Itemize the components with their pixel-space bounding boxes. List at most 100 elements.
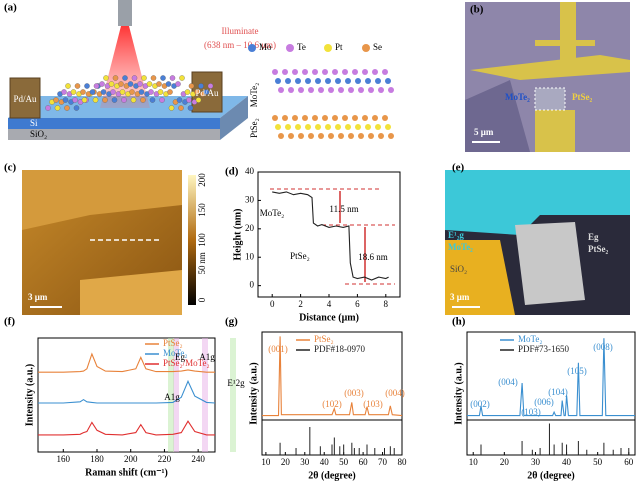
annotation: A1g (199, 352, 215, 362)
legend-swatch (324, 44, 332, 52)
map-region (445, 240, 515, 315)
atom (342, 115, 348, 121)
annotation: 11.5 nm (329, 204, 358, 214)
atom (385, 124, 391, 130)
x-tick-label: 40 (320, 457, 330, 467)
afm-region (80, 270, 182, 315)
atom (358, 87, 364, 93)
atom (348, 87, 354, 93)
electrode (535, 40, 595, 46)
atom (178, 105, 184, 111)
series-line (38, 352, 215, 373)
atom (312, 69, 318, 75)
atom (355, 124, 361, 130)
atom (375, 124, 381, 130)
plot-frame (466, 331, 636, 456)
atom (207, 83, 214, 89)
afm-region (22, 170, 182, 230)
legend-swatch (248, 44, 256, 52)
annotation: (103) (363, 399, 383, 409)
atom (81, 97, 88, 103)
atom (203, 89, 210, 95)
atom (338, 87, 344, 93)
x-tick-label: 60 (359, 457, 369, 467)
series-line (272, 191, 389, 281)
atom (159, 97, 165, 103)
atom (272, 69, 278, 75)
colorbar-tick: 0 (197, 297, 207, 302)
atom (358, 133, 364, 139)
pad (9, 77, 41, 119)
atom (198, 83, 204, 89)
x-tick-label: 2 (298, 299, 303, 309)
annotation: MoTe₂ (260, 208, 285, 218)
atom (156, 81, 162, 87)
x-tick-label: 80 (398, 457, 408, 467)
atom (111, 97, 118, 103)
annotation: (004) (385, 388, 405, 398)
atom (102, 97, 108, 103)
highlight-band (202, 338, 208, 452)
highlight-band (230, 338, 236, 452)
atom (342, 69, 348, 75)
legend-label: PtSe₂/MoTe₂ (163, 358, 210, 368)
image-label: PtSe₂ (588, 244, 608, 254)
atom (345, 124, 351, 130)
atom (308, 133, 314, 139)
y-tick-label: 0 (250, 280, 255, 290)
x-tick-label: 20 (281, 457, 291, 467)
atom (332, 115, 338, 121)
x-tick-label: 30 (531, 457, 541, 467)
colorbar-unit: nm (197, 252, 207, 264)
panel-label: (f) (4, 316, 15, 328)
atom (338, 133, 344, 139)
atom (169, 75, 176, 81)
atom (285, 124, 291, 130)
atom (365, 124, 371, 130)
atom (179, 75, 185, 81)
legend-swatch (286, 44, 294, 52)
atom (157, 89, 164, 95)
atom (365, 78, 371, 84)
x-tick-label: 50 (593, 457, 603, 467)
map-region (445, 170, 630, 235)
atom (176, 97, 183, 103)
x-tick-label: 180 (90, 454, 104, 464)
atom (118, 81, 124, 87)
atom (99, 81, 105, 87)
atom (73, 105, 80, 111)
atom (368, 133, 374, 139)
atom (61, 89, 67, 95)
atom (130, 97, 137, 103)
legend-label: PtSe₂ (314, 334, 334, 344)
plot-frame (37, 337, 216, 453)
atom (348, 133, 354, 139)
x-tick-label: 40 (562, 457, 572, 467)
substrate-side (220, 96, 248, 140)
atom (315, 78, 321, 84)
panel-label: (c) (4, 162, 17, 174)
atom (93, 83, 100, 89)
x-tick-label: 160 (57, 454, 71, 464)
atom (388, 87, 394, 93)
x-tick-label: 70 (378, 457, 388, 467)
atom (285, 78, 291, 84)
highlight-band (173, 338, 179, 452)
y-axis-title: Intensity (a.u.) (24, 364, 35, 427)
atom (186, 97, 192, 103)
y-axis-title: Intensity (a.u.) (453, 362, 464, 425)
annotation: PtSe₂ (290, 251, 310, 261)
annotation: (002) (470, 399, 490, 409)
laser-head (118, 0, 132, 26)
legend-label: Pt (335, 42, 343, 52)
x-axis-title: Distance (μm) (299, 312, 359, 323)
atom (308, 87, 314, 93)
y-tick-label: 20 (245, 223, 255, 233)
colorbar-tick: 200 (197, 173, 207, 187)
x-tick-label: 20 (500, 457, 510, 467)
atom (372, 69, 378, 75)
atom (282, 115, 288, 121)
atom (368, 87, 374, 93)
colorbar-tick: 150 (197, 203, 207, 217)
x-axis-title: 2θ (degree) (308, 470, 356, 481)
